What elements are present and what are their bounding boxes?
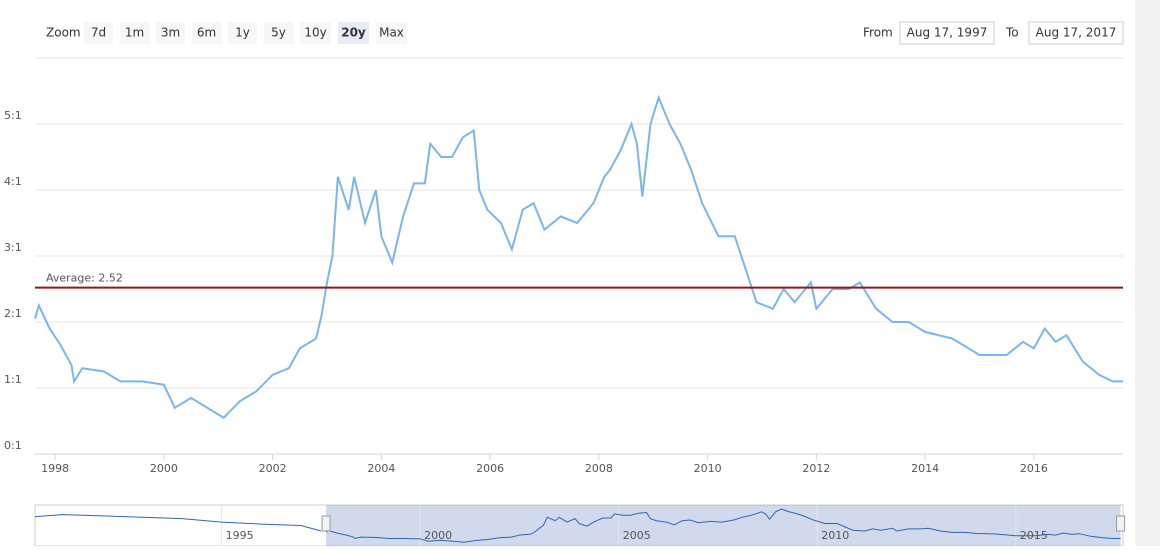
zoom-button[interactable] xyxy=(228,22,257,44)
navigator-label: 2000 xyxy=(424,529,452,542)
x-tick-label: 2016 xyxy=(1020,462,1048,475)
zoom-button-label[interactable]: 1y xyxy=(235,26,250,40)
x-tick-label: 2008 xyxy=(585,462,613,475)
x-tick-label: 2000 xyxy=(150,462,178,475)
x-tick-label: 2002 xyxy=(259,462,287,475)
y-tick-label: 2:1 xyxy=(4,307,22,320)
zoom-button-label[interactable]: Max xyxy=(379,26,404,40)
zoom-button-label[interactable]: 7d xyxy=(91,26,106,40)
navigator-handle[interactable] xyxy=(321,515,331,532)
zoom-button-label[interactable]: 3m xyxy=(161,26,180,40)
zoom-button-label[interactable]: 10y xyxy=(304,26,326,40)
zoom-label: Zoom xyxy=(46,26,81,40)
zoom-button[interactable] xyxy=(84,22,113,44)
to-value[interactable]: Aug 17, 2017 xyxy=(1036,26,1117,40)
y-tick-label: 3:1 xyxy=(4,241,22,254)
navigator-line xyxy=(325,508,1121,543)
x-tick-label: 2014 xyxy=(911,462,939,475)
navigator-line xyxy=(34,514,322,532)
y-tick-label: 5:1 xyxy=(4,109,22,122)
navigator-selection[interactable] xyxy=(326,505,1121,546)
navigator-label: 2005 xyxy=(623,529,651,542)
y-tick-label: 1:1 xyxy=(4,373,22,386)
navigator-label: 2010 xyxy=(821,529,849,542)
navigator-handle[interactable] xyxy=(1116,515,1126,532)
from-input[interactable] xyxy=(899,21,995,45)
zoom-button[interactable] xyxy=(300,22,331,44)
zoom-button[interactable] xyxy=(120,22,149,44)
average-label: Average: 2.52 xyxy=(46,272,123,285)
to-label: To xyxy=(1005,26,1019,40)
x-tick-label: 2012 xyxy=(802,462,830,475)
scrollbar xyxy=(1135,0,1160,546)
data-line xyxy=(34,94,1123,419)
y-tick-label: 0:1 xyxy=(4,439,22,452)
zoom-button[interactable] xyxy=(264,22,293,44)
zoom-button[interactable] xyxy=(338,22,369,44)
zoom-button[interactable] xyxy=(376,22,407,44)
zoom-button-label[interactable]: 6m xyxy=(197,26,216,40)
from-label: From xyxy=(863,26,893,40)
from-value[interactable]: Aug 17, 1997 xyxy=(907,26,988,40)
x-tick-label: 2004 xyxy=(367,462,395,475)
to-input[interactable] xyxy=(1028,21,1124,45)
x-tick-label: 2006 xyxy=(476,462,504,475)
navigator-label: 1995 xyxy=(226,529,254,542)
x-tick-label: 1998 xyxy=(41,462,69,475)
zoom-button[interactable] xyxy=(156,22,185,44)
zoom-button-label[interactable]: 1m xyxy=(125,26,144,40)
y-tick-label: 4:1 xyxy=(4,175,22,188)
zoom-button[interactable] xyxy=(192,22,221,44)
zoom-button-label[interactable]: 5y xyxy=(271,26,286,40)
zoom-button-label[interactable]: 20y xyxy=(341,26,366,40)
x-tick-label: 2010 xyxy=(694,462,722,475)
